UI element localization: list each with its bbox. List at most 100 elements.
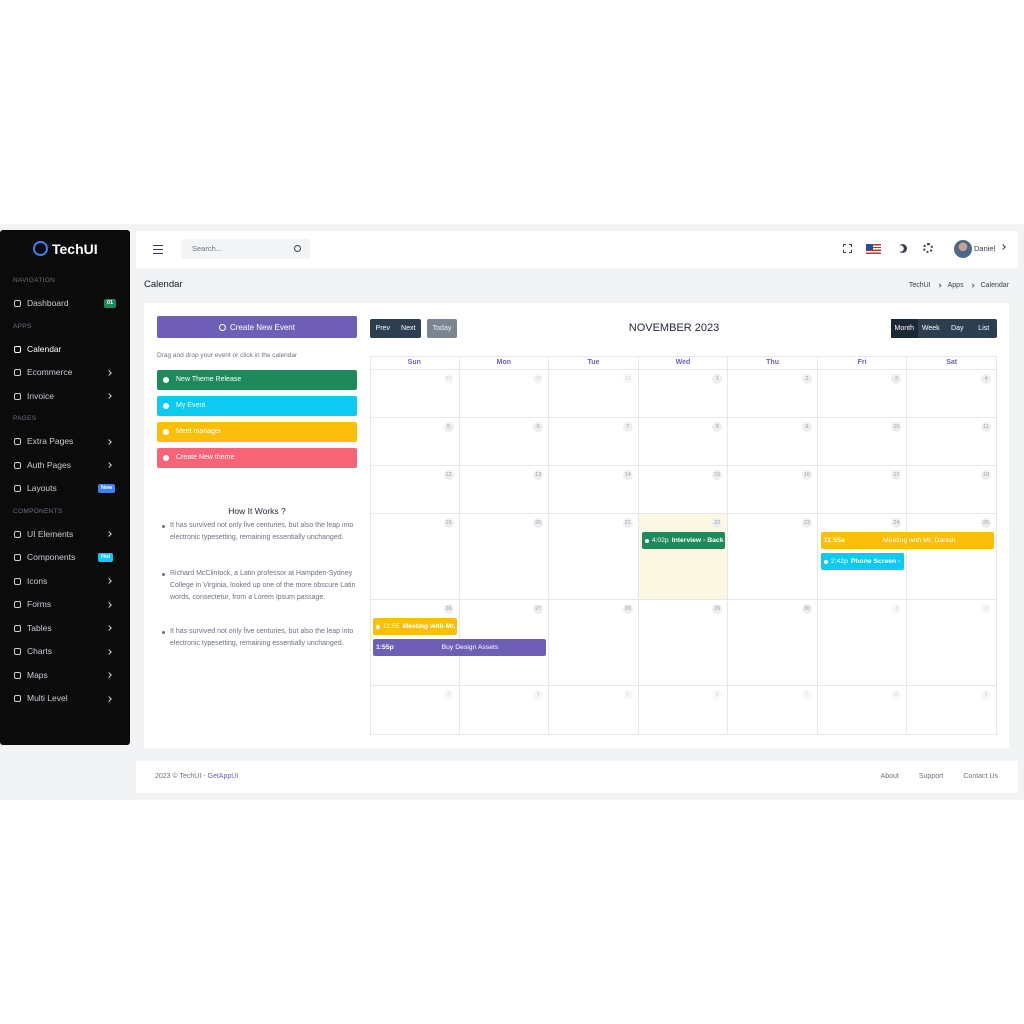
day-cell[interactable]: 29 bbox=[370, 370, 460, 418]
day-cell[interactable]: 1 bbox=[638, 370, 729, 418]
event-time: 11:55 bbox=[383, 623, 400, 630]
day-cell[interactable]: 16 bbox=[728, 466, 818, 514]
day-cell[interactable]: 3 bbox=[370, 686, 460, 735]
day-cell[interactable]: 11 bbox=[907, 418, 997, 466]
day-cell[interactable]: 22 bbox=[638, 514, 729, 600]
day-cell[interactable]: 13 bbox=[459, 466, 550, 514]
day-cell[interactable]: 17 bbox=[817, 466, 908, 514]
nav-item[interactable]: Multi Level bbox=[0, 687, 130, 711]
footer-nav-link[interactable]: About bbox=[880, 773, 899, 780]
view-button[interactable]: Month bbox=[891, 319, 918, 338]
external-event[interactable]: Meet manager bbox=[157, 422, 357, 442]
day-cell[interactable]: 2 bbox=[728, 370, 818, 418]
day-cell[interactable]: 8 bbox=[638, 418, 729, 466]
nav-button[interactable]: Next bbox=[401, 325, 416, 332]
user-menu[interactable]: Daniel bbox=[953, 239, 1006, 259]
external-event[interactable]: My Event bbox=[157, 396, 357, 416]
day-cell[interactable]: 25 bbox=[907, 514, 997, 600]
nav-label: Multi Level bbox=[27, 693, 68, 703]
nav-item[interactable]: Charts bbox=[0, 640, 130, 664]
nav-icon bbox=[14, 438, 21, 445]
day-cell[interactable]: 14 bbox=[549, 466, 639, 514]
weekday: Tue bbox=[549, 356, 639, 370]
day-cell[interactable]: 29 bbox=[638, 600, 729, 686]
day-cell[interactable]: 30 bbox=[459, 370, 550, 418]
day-cell[interactable]: 19 bbox=[370, 514, 460, 600]
day-cell[interactable]: 12 bbox=[370, 466, 460, 514]
day-cell[interactable]: 3 bbox=[817, 370, 908, 418]
nav-item[interactable]: Components Hot bbox=[0, 546, 130, 570]
calendar-event[interactable]: 2:42p Phone Screen - bbox=[820, 553, 905, 570]
nav-item[interactable]: UI Elements bbox=[0, 523, 130, 547]
calendar-event[interactable]: 1:55p Buy Design Assets bbox=[373, 639, 547, 656]
calendar-event[interactable]: 11:55a Meeting with Mr. Danish bbox=[820, 532, 994, 549]
footer-link[interactable]: GetAppUI bbox=[207, 773, 239, 780]
day-cell[interactable]: 28 bbox=[549, 600, 639, 686]
how-item: Richard McClintock, a Latin professor at… bbox=[170, 570, 356, 601]
day-cell[interactable]: 4 bbox=[459, 686, 550, 735]
day-cell[interactable]: 7 bbox=[549, 418, 639, 466]
day-cell[interactable]: 18 bbox=[907, 466, 997, 514]
day-number: 2 bbox=[801, 374, 812, 384]
nav-item[interactable]: Invoice bbox=[0, 385, 130, 409]
nav-item[interactable]: Icons bbox=[0, 570, 130, 594]
calendar-event[interactable]: 11:55 Meeting with Mr. D bbox=[373, 618, 457, 635]
event-time: 11:55a bbox=[823, 537, 845, 544]
day-cell[interactable]: 23 bbox=[728, 514, 818, 600]
weekday: Thu bbox=[728, 356, 818, 370]
day-cell[interactable]: 4 bbox=[907, 370, 997, 418]
day-cell[interactable]: 24 bbox=[817, 514, 908, 600]
nav-item[interactable]: Layouts New bbox=[0, 477, 130, 501]
view-group: Month Week Day List bbox=[891, 319, 997, 338]
search-box[interactable]: Search... bbox=[181, 239, 310, 259]
breadcrumb-item[interactable]: TechUI bbox=[908, 281, 931, 289]
fullscreen-icon[interactable] bbox=[843, 244, 852, 253]
day-cell[interactable]: 15 bbox=[638, 466, 729, 514]
day-number: 6 bbox=[712, 690, 723, 700]
day-cell[interactable]: 30 bbox=[728, 600, 818, 686]
theme-icon[interactable] bbox=[898, 244, 907, 253]
day-cell[interactable]: 6 bbox=[459, 418, 550, 466]
day-cell[interactable]: 8 bbox=[817, 686, 908, 735]
day-cell[interactable]: 31 bbox=[549, 370, 639, 418]
day-cell[interactable]: 10 bbox=[817, 418, 908, 466]
nav-item[interactable]: Dashboard 01 bbox=[0, 292, 130, 316]
chevron-icon bbox=[106, 531, 112, 537]
nav-item[interactable]: Forms bbox=[0, 593, 130, 617]
day-cell[interactable]: 9 bbox=[907, 686, 997, 735]
brand[interactable]: TechUI bbox=[52, 241, 98, 257]
view-button[interactable]: Day bbox=[951, 325, 964, 332]
nav-item[interactable]: Ecommerce bbox=[0, 361, 130, 385]
nav-button[interactable]: Prev bbox=[375, 325, 390, 332]
day-number: 3 bbox=[891, 374, 902, 384]
external-event[interactable]: New Theme Release bbox=[157, 370, 357, 390]
day-cell[interactable]: 9 bbox=[728, 418, 818, 466]
day-cell[interactable]: 2 bbox=[907, 600, 997, 686]
nav-item[interactable]: Calendar bbox=[0, 338, 130, 362]
nav-item[interactable]: Tables bbox=[0, 617, 130, 641]
footer-nav-link[interactable]: Support bbox=[918, 773, 944, 780]
calendar-event[interactable]: 4:02p Interview - Back bbox=[641, 532, 726, 549]
nav-icon bbox=[14, 461, 21, 469]
day-cell[interactable]: 1 bbox=[817, 600, 908, 686]
day-cell[interactable]: 6 bbox=[638, 686, 729, 735]
day-cell[interactable]: 7 bbox=[728, 686, 818, 735]
day-cell[interactable]: 27 bbox=[459, 600, 550, 686]
external-event[interactable]: Create New theme bbox=[157, 448, 357, 468]
settings-icon[interactable] bbox=[923, 243, 933, 253]
create-event-button[interactable]: Create New Event bbox=[157, 316, 357, 338]
nav-item[interactable]: Extra Pages bbox=[0, 430, 130, 454]
footer-nav-link[interactable]: Contact Us bbox=[963, 773, 998, 780]
flag-icon[interactable] bbox=[866, 244, 881, 254]
day-cell[interactable]: 5 bbox=[549, 686, 639, 735]
breadcrumb-item[interactable]: Apps bbox=[947, 281, 964, 289]
nav-item[interactable]: Maps bbox=[0, 664, 130, 688]
view-button[interactable]: List bbox=[978, 325, 990, 332]
day-cell[interactable]: 5 bbox=[370, 418, 460, 466]
day-cell[interactable]: 20 bbox=[459, 514, 550, 600]
day-number: 24 bbox=[891, 518, 902, 528]
day-cell[interactable]: 21 bbox=[549, 514, 639, 600]
today-button[interactable]: Today bbox=[427, 319, 457, 338]
view-button[interactable]: Week bbox=[921, 325, 940, 332]
nav-item[interactable]: Auth Pages bbox=[0, 454, 130, 478]
